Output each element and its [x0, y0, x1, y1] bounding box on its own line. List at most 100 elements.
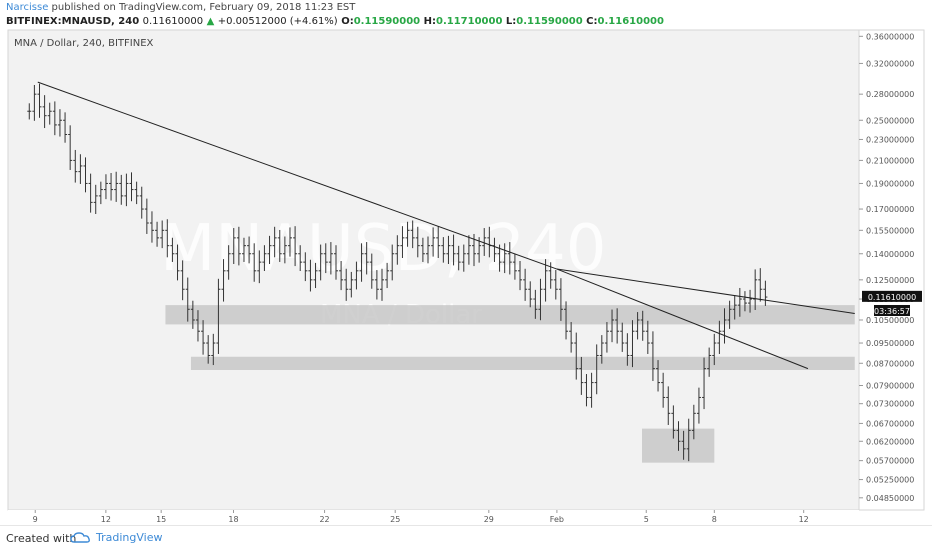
ohlc-bar [57, 109, 62, 137]
ohlc-bar [252, 243, 257, 282]
ohlc-bar [206, 335, 211, 364]
ohlc-bar [134, 181, 139, 205]
ohlc-bar [369, 253, 374, 289]
x-tick-label: 15 [156, 515, 166, 524]
ohlc-bar [686, 418, 691, 462]
support-zone-0[interactable] [165, 305, 855, 325]
trendline-2[interactable] [556, 268, 855, 314]
ohlc-bar [441, 237, 446, 263]
ohlc-bar [650, 331, 655, 381]
ohlc-bar [185, 277, 190, 322]
ohlc-bar [620, 322, 625, 352]
y-tick-label: 0.15500000 [866, 226, 914, 235]
ohlc-bar [160, 220, 165, 249]
y-tick-label: 0.09500000 [866, 339, 914, 348]
ohlc-bar [359, 243, 364, 282]
close-label: C: [586, 16, 598, 27]
ohlc-bar [323, 243, 328, 274]
ohlc-bar [98, 181, 103, 205]
watermark-big: MNAUSD, 240 [160, 212, 606, 286]
y-tick-label: 0.12500000 [866, 276, 914, 285]
ohlc-bar [339, 260, 344, 291]
ohlc-bar [318, 244, 323, 281]
support-zone-1[interactable] [190, 356, 855, 370]
ohlc-bar [676, 421, 681, 451]
x-tick-label: 9 [33, 515, 38, 524]
ohlc-bar [195, 310, 200, 342]
ohlc-bar [293, 226, 298, 267]
ohlc-bar [298, 245, 303, 272]
ohlc-bar [63, 112, 68, 143]
ohlc-bar [681, 430, 686, 460]
ohlc-bar [83, 157, 88, 193]
ohlc-bar [68, 125, 73, 170]
ohlc-bar [405, 221, 410, 247]
ohlc-bar [420, 237, 425, 262]
ohlc-bar [584, 374, 589, 407]
ohlc-bar [374, 270, 379, 300]
ohlc-bar [456, 245, 461, 271]
ohlc-bar [691, 404, 696, 440]
ohlc-bar [748, 289, 753, 313]
ohlc-bar [594, 344, 599, 395]
y-tick-label: 0.10500000 [866, 316, 914, 325]
tradingview-logo[interactable]: TradingView [70, 531, 162, 544]
price-axis[interactable] [858, 29, 925, 511]
ohlc-bar [446, 235, 451, 265]
ohlc-bar [149, 211, 154, 243]
ohlc-bar [569, 322, 574, 353]
ohlc-bar [114, 171, 119, 202]
ohlc-bar [558, 278, 563, 321]
symbol-label: BITFINEX:MNAUSD, 240 [6, 16, 140, 27]
ohlc-bar [216, 278, 221, 354]
y-tick-label: 0.17000000 [866, 205, 914, 214]
ohlc-bar [390, 244, 395, 281]
ohlc-bar [512, 253, 517, 280]
ohlc-bar [165, 219, 170, 258]
brand-name: TradingView [96, 531, 163, 544]
ohlc-bar [379, 268, 384, 301]
y-tick-label: 0.05250000 [866, 476, 914, 485]
trendline-0[interactable] [37, 81, 558, 270]
ohlc-bar [241, 237, 246, 262]
x-tick-label: 8 [712, 515, 717, 524]
trendline-1[interactable] [556, 268, 809, 370]
ohlc-bar [702, 357, 707, 410]
ohlc-bar [742, 291, 747, 312]
ohlc-bar [313, 262, 318, 289]
x-tick-label: Feb [550, 515, 564, 524]
publish-line: Narcisse published on TradingView.com, F… [6, 2, 355, 13]
ohlc-bar [466, 235, 471, 265]
ohlc-bar [604, 322, 609, 353]
ohlc-bar [758, 268, 763, 302]
y-tick-label: 0.07900000 [866, 381, 914, 390]
ohlc-bar [763, 280, 768, 306]
ohlc-bar [78, 154, 83, 184]
ohlc-bar [507, 242, 512, 275]
ohlc-bar [155, 221, 160, 247]
published-text: published on TradingView.com, February 0… [51, 2, 356, 13]
ohlc-bar [109, 172, 114, 201]
ohlc-bar [344, 268, 349, 301]
ohlc-bar [170, 237, 175, 262]
author-link[interactable]: Narcisse [6, 2, 49, 13]
ohlc-bar [32, 84, 37, 121]
plot-area[interactable] [7, 29, 860, 511]
ohlc-bar [656, 360, 661, 392]
ohlc-bar [661, 372, 666, 408]
ohlc-bar [201, 320, 206, 355]
y-tick-label: 0.25000000 [866, 116, 914, 125]
ohlc-bar [727, 300, 732, 329]
price-chart[interactable]: MNAUSD, 240 MNA / Dollar MNA / Dollar, 2… [0, 0, 932, 525]
ohlc-bar [543, 259, 548, 302]
zones [165, 305, 855, 463]
ohlc-bar [119, 174, 124, 205]
ohlc-bar [518, 260, 523, 291]
time-axis[interactable] [8, 510, 859, 525]
ohlc-bar [630, 320, 635, 368]
ohlc-bars [27, 83, 768, 462]
price-tag-label: 0.11610000 [868, 293, 916, 302]
ohlc-bar [262, 245, 267, 272]
ohlc-bar [93, 184, 98, 215]
last-price: 0.11610000 [142, 16, 204, 27]
